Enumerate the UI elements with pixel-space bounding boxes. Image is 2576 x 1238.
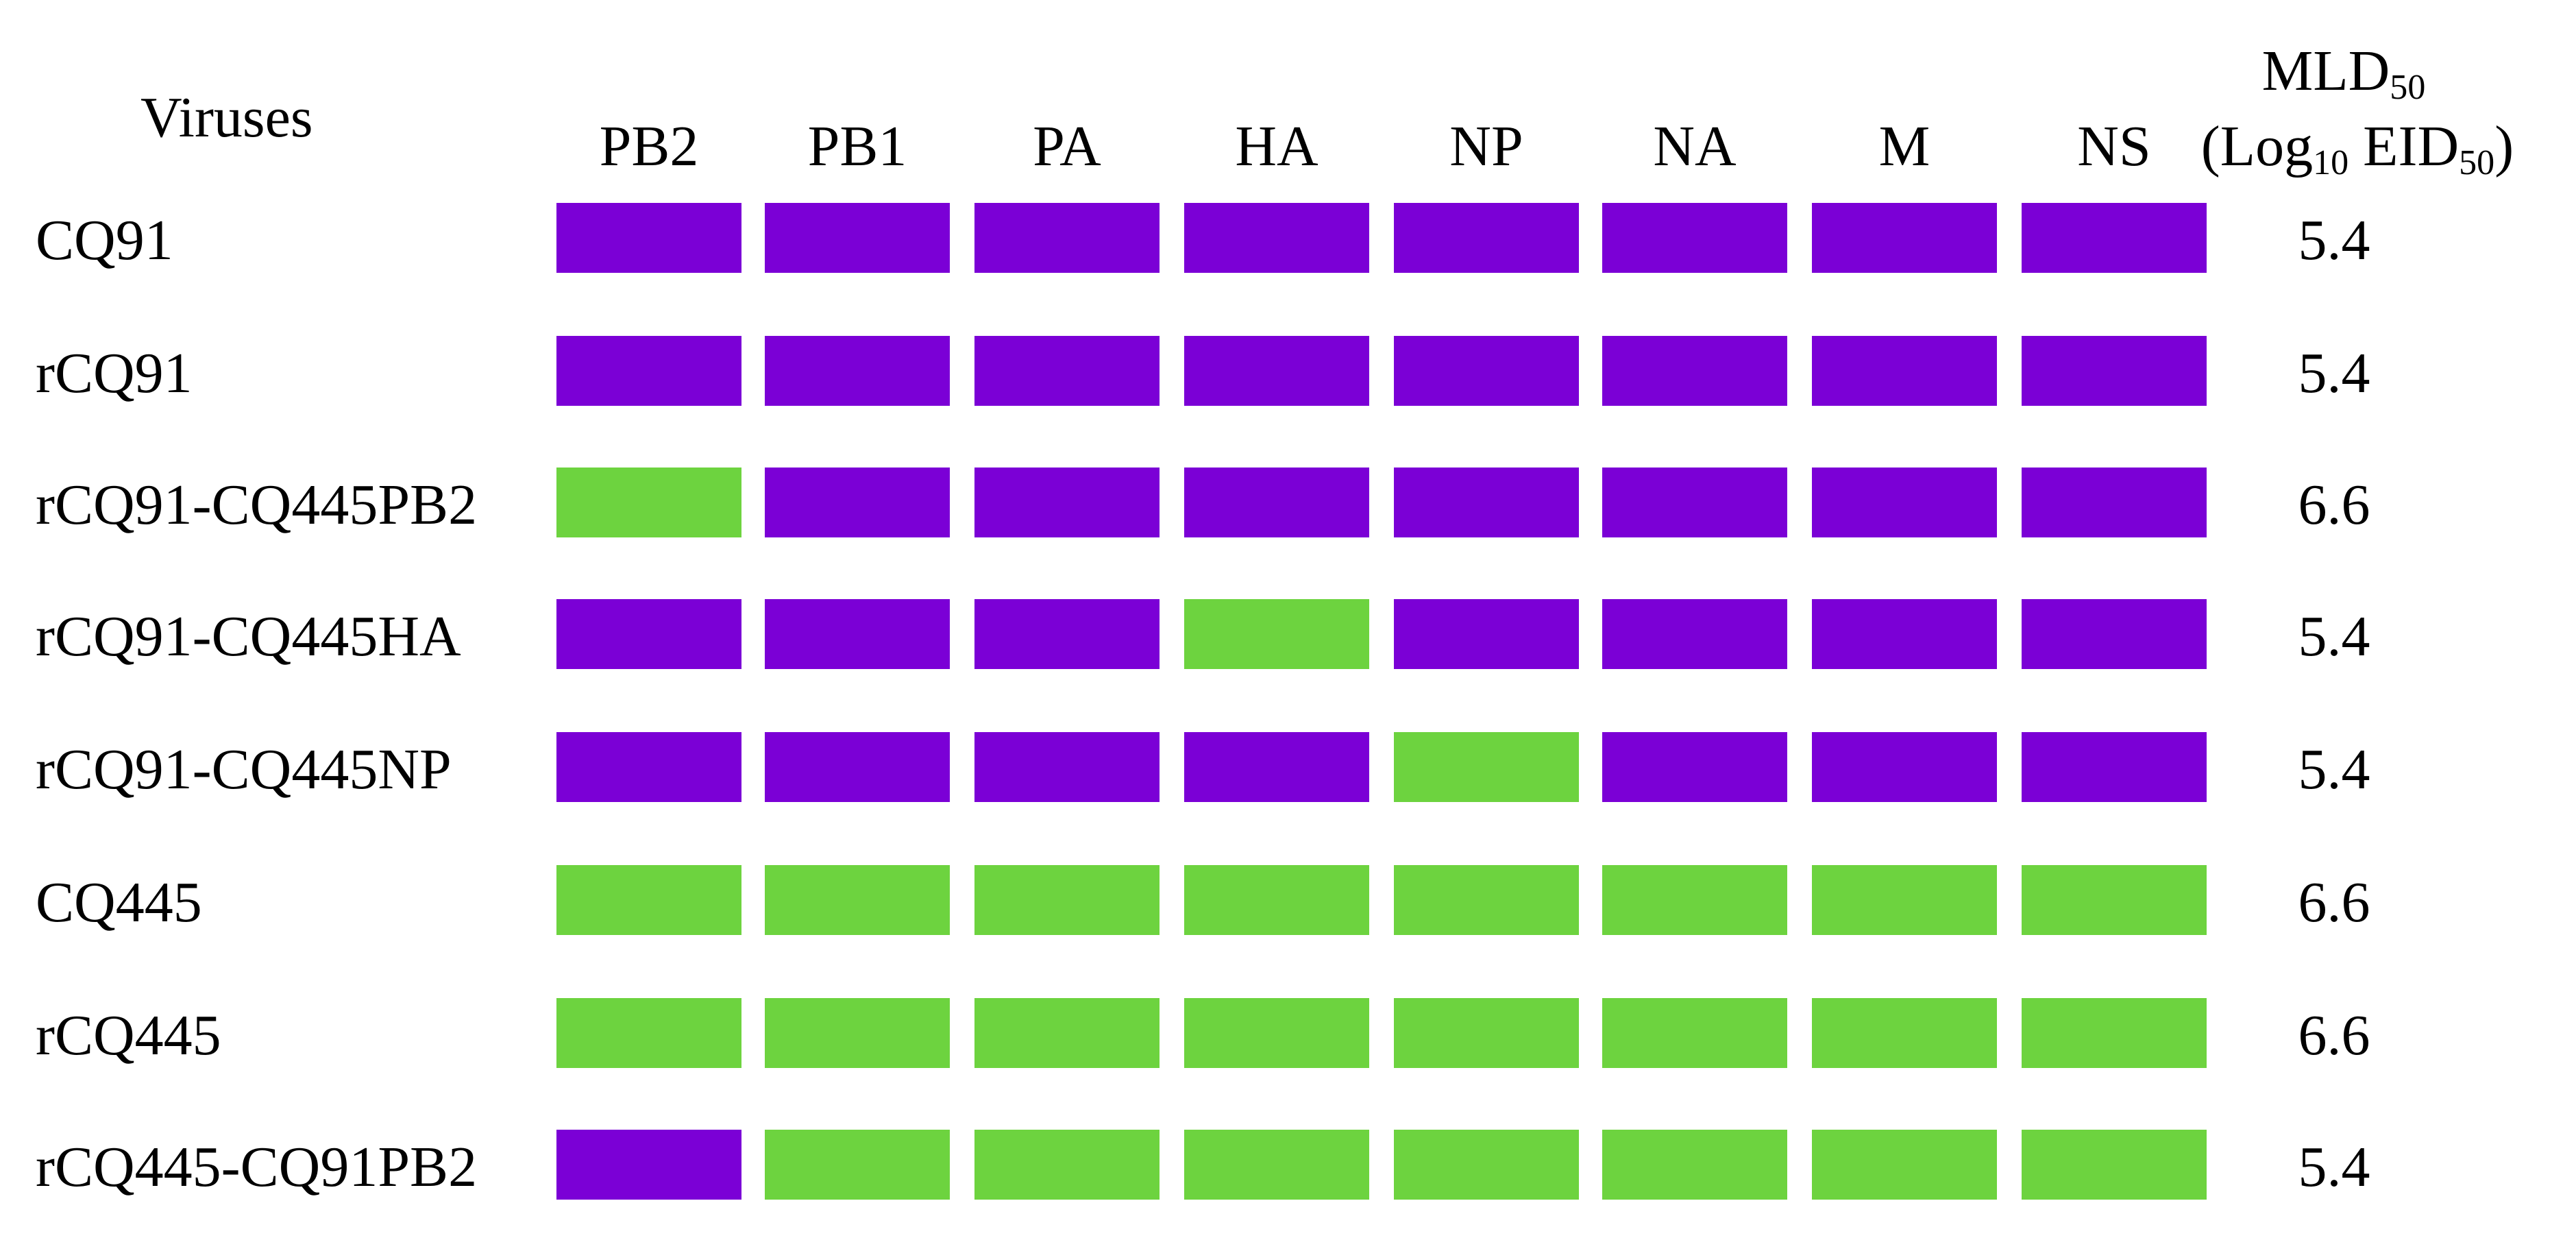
segment-cell-ns-cq91: [2022, 203, 2207, 273]
segment-cell-ns-cq445: [2022, 865, 2207, 935]
virus-label: rCQ91-CQ445HA: [36, 605, 461, 668]
segment-cell-na-cq445: [1602, 865, 1787, 935]
viruses-column-header: Viruses: [140, 86, 313, 149]
segment-cell-pa-cq91: [974, 468, 1160, 537]
mld50-value: 6.6: [2298, 473, 2370, 537]
segment-cell-na-cq91: [1602, 599, 1787, 669]
segment-cell-ns-cq445: [2022, 998, 2207, 1068]
segment-cell-na-cq91: [1602, 203, 1787, 273]
log10-eid50-header: (Log10 EID50): [2200, 114, 2514, 183]
segment-header-na: NA: [1653, 114, 1737, 178]
mld50-value: 5.4: [2298, 605, 2370, 668]
mld50-value: 5.4: [2298, 1135, 2370, 1199]
segment-cell-pb1-cq445: [765, 865, 950, 935]
segment-cell-pa-cq445: [974, 865, 1160, 935]
segment-cell-np-cq445: [1394, 732, 1579, 802]
segment-cell-pa-cq91: [974, 336, 1160, 406]
segment-cell-pb2-cq445: [556, 865, 741, 935]
mld50-value: 6.6: [2298, 1004, 2370, 1067]
segment-cell-pb1-cq91: [765, 468, 950, 537]
virus-label: rCQ445: [36, 1004, 221, 1067]
segment-header-pb1: PB1: [807, 114, 907, 178]
segment-cell-ha-cq445: [1184, 1130, 1369, 1200]
segment-cell-m-cq91: [1812, 468, 1997, 537]
segment-cell-pb1-cq91: [765, 599, 950, 669]
segment-cell-pa-cq91: [974, 203, 1160, 273]
segment-cell-pb2-cq445: [556, 468, 741, 537]
segment-cell-na-cq91: [1602, 732, 1787, 802]
segment-cell-np-cq91: [1394, 203, 1579, 273]
virus-label: CQ91: [36, 208, 173, 272]
virus-label: CQ445: [36, 871, 202, 934]
segment-cell-na-cq445: [1602, 998, 1787, 1068]
virus-label: rCQ91: [36, 341, 193, 405]
segment-cell-pa-cq91: [974, 599, 1160, 669]
segment-cell-pb1-cq445: [765, 998, 950, 1068]
segment-cell-np-cq445: [1394, 1130, 1579, 1200]
segment-cell-m-cq91: [1812, 599, 1997, 669]
segment-cell-m-cq445: [1812, 998, 1997, 1068]
virus-label: rCQ445-CQ91PB2: [36, 1135, 478, 1199]
segment-cell-ns-cq91: [2022, 336, 2207, 406]
segment-header-ns: NS: [2077, 114, 2151, 178]
segment-cell-m-cq91: [1812, 732, 1997, 802]
segment-cell-pb1-cq91: [765, 336, 950, 406]
segment-cell-pb1-cq91: [765, 732, 950, 802]
segment-cell-pb2-cq91: [556, 599, 741, 669]
segment-cell-np-cq91: [1394, 468, 1579, 537]
virus-label: rCQ91-CQ445NP: [36, 738, 452, 801]
segment-cell-m-cq91: [1812, 336, 1997, 406]
segment-cell-pb2-cq91: [556, 336, 741, 406]
segment-cell-ns-cq91: [2022, 599, 2207, 669]
segment-cell-pb2-cq445: [556, 998, 741, 1068]
segment-cell-ha-cq91: [1184, 336, 1369, 406]
segment-cell-pa-cq445: [974, 1130, 1160, 1200]
segment-cell-pb2-cq91: [556, 203, 741, 273]
segment-cell-m-cq91: [1812, 203, 1997, 273]
segment-cell-ha-cq91: [1184, 732, 1369, 802]
segment-cell-np-cq91: [1394, 599, 1579, 669]
mld50-header: MLD50: [2261, 39, 2426, 108]
segment-cell-np-cq445: [1394, 865, 1579, 935]
segment-cell-pb2-cq91: [556, 1130, 741, 1200]
segment-header-m: M: [1878, 114, 1930, 178]
segment-cell-ha-cq445: [1184, 599, 1369, 669]
segment-header-ha: HA: [1235, 114, 1318, 178]
mld50-value: 5.4: [2298, 738, 2370, 801]
segment-cell-ns-cq91: [2022, 732, 2207, 802]
segment-header-np: NP: [1449, 114, 1523, 178]
virus-label: rCQ91-CQ445PB2: [36, 473, 478, 537]
mld50-label: MLD: [2261, 39, 2390, 103]
segment-cell-ha-cq445: [1184, 998, 1369, 1068]
segment-cell-m-cq445: [1812, 865, 1997, 935]
segment-cell-pb1-cq445: [765, 1130, 950, 1200]
segment-cell-pa-cq445: [974, 998, 1160, 1068]
segment-header-pb2: PB2: [599, 114, 699, 178]
segment-cell-na-cq91: [1602, 468, 1787, 537]
segment-cell-ha-cq91: [1184, 203, 1369, 273]
segment-cell-np-cq91: [1394, 336, 1579, 406]
segment-cell-na-cq91: [1602, 336, 1787, 406]
segment-cell-ha-cq445: [1184, 865, 1369, 935]
segment-cell-pb1-cq91: [765, 203, 950, 273]
mld50-value: 5.4: [2298, 208, 2370, 272]
segment-cell-ns-cq91: [2022, 468, 2207, 537]
segment-cell-ns-cq445: [2022, 1130, 2207, 1200]
segment-cell-np-cq445: [1394, 998, 1579, 1068]
segment-cell-m-cq445: [1812, 1130, 1997, 1200]
segment-cell-na-cq445: [1602, 1130, 1787, 1200]
mld50-value: 6.6: [2298, 871, 2370, 934]
segment-cell-ha-cq91: [1184, 468, 1369, 537]
segment-cell-pa-cq91: [974, 732, 1160, 802]
segment-header-pa: PA: [1033, 114, 1101, 178]
mld50-value: 5.4: [2298, 341, 2370, 405]
segment-cell-pb2-cq91: [556, 732, 741, 802]
